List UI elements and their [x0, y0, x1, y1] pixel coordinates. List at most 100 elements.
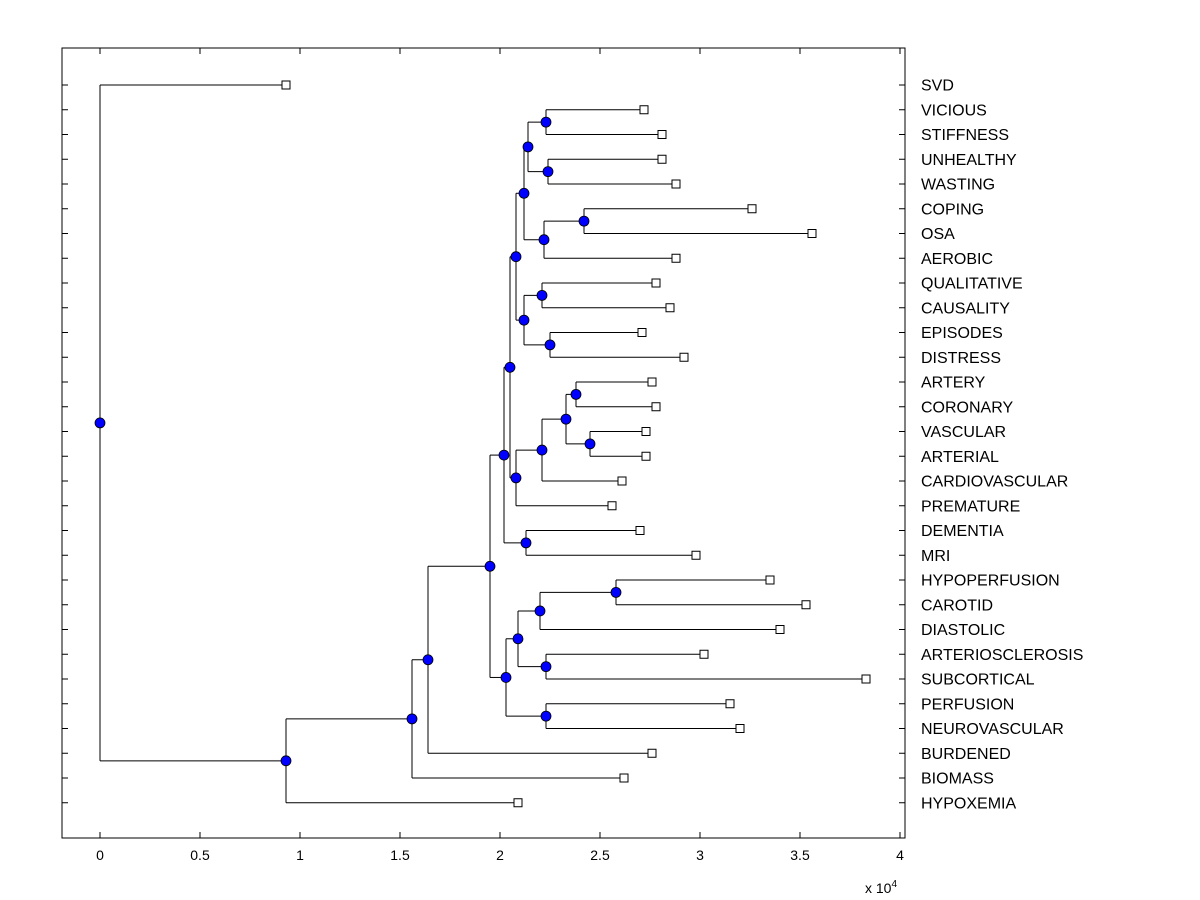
plot-frame: [61, 47, 906, 839]
x-tick-label: 1.5: [390, 847, 410, 863]
hollow-square-icon: [765, 575, 775, 585]
hollow-square-icon: [671, 179, 681, 189]
filled-circle-icon: [538, 234, 550, 246]
hollow-square-icon: [747, 204, 757, 214]
leaf-label: HYPOXEMIA: [921, 795, 1016, 812]
x-tick-label: 2.5: [590, 847, 610, 863]
leaf-label: CAUSALITY: [921, 300, 1010, 317]
filled-circle-icon: [534, 605, 546, 617]
filled-circle-icon: [498, 449, 510, 461]
leaf-label: DISTRESS: [921, 350, 1001, 367]
hollow-square-icon: [775, 625, 785, 634]
leaf-label: OSA: [921, 226, 955, 243]
hollow-square-icon: [657, 130, 667, 139]
leaf-label: MRI: [921, 548, 950, 565]
filled-circle-icon: [578, 215, 590, 227]
leaf-markers: [281, 80, 871, 808]
leaf-label: BIOMASS: [921, 771, 994, 788]
filled-circle-icon: [540, 710, 552, 722]
filled-circle-icon: [522, 141, 534, 153]
filled-circle-icon: [94, 417, 106, 429]
filled-circle-icon: [542, 166, 554, 178]
hollow-square-icon: [647, 748, 657, 758]
hollow-square-icon: [637, 328, 647, 337]
hollow-square-icon: [619, 773, 629, 783]
filled-circle-icon: [540, 116, 552, 128]
hollow-square-icon: [691, 550, 701, 560]
filled-circle-icon: [422, 654, 434, 666]
leaf-label: EPISODES: [921, 325, 1003, 342]
filled-circle-icon: [518, 187, 530, 199]
hollow-square-icon: [281, 80, 291, 90]
leaf-label: NEUROVASCULAR: [921, 721, 1064, 738]
leaf-label: STIFFNESS: [921, 127, 1009, 144]
x-axis-ticks: 0 0.5 1 1.5 2 2.5 3 3.5 4: [96, 48, 904, 863]
hollow-square-icon: [679, 352, 689, 362]
hollow-square-icon: [641, 451, 651, 461]
hollow-square-icon: [635, 526, 645, 535]
filled-circle-icon: [536, 289, 548, 301]
leaf-label: ARTERIOSCLEROSIS: [921, 647, 1083, 664]
leaf-label: DIASTOLIC: [921, 622, 1005, 639]
leaf-label: ARTERY: [921, 375, 986, 392]
x-tick-label: 3: [696, 847, 704, 863]
leaf-label: PERFUSION: [921, 696, 1014, 713]
filled-circle-icon: [510, 251, 522, 263]
x-tick-label: 2: [496, 847, 504, 863]
hollow-square-icon: [647, 377, 657, 387]
leaf-label: AEROBIC: [921, 251, 993, 268]
hollow-square-icon: [607, 501, 617, 511]
leaf-label: ARTERIAL: [921, 449, 999, 466]
x-axis-multiplier: x 104: [865, 879, 897, 896]
leaf-label: SVD: [921, 78, 954, 95]
hollow-square-icon: [651, 402, 661, 412]
filled-circle-icon: [518, 314, 530, 326]
leaf-labels: SVD VICIOUS STIFFNESS UNHEALTHY WASTING COPIN…: [921, 78, 1083, 813]
hollow-square-icon: [657, 154, 667, 164]
leaf-label: SUBCORTICAL: [921, 672, 1035, 689]
leaf-label: VASCULAR: [921, 424, 1006, 441]
hollow-square-icon: [699, 649, 709, 659]
leaf-label: QUALITATIVE: [921, 276, 1023, 293]
hollow-square-icon: [513, 798, 523, 808]
leaf-label: BURDENED: [921, 746, 1011, 763]
x-tick-label: 4: [896, 847, 904, 863]
filled-circle-icon: [484, 560, 496, 572]
filled-circle-icon: [512, 633, 524, 645]
y-axis-ticks: [62, 84, 905, 804]
x-tick-label: 1: [296, 847, 304, 863]
hollow-square-icon: [725, 699, 735, 709]
leaf-label: CARDIOVASCULAR: [921, 474, 1068, 491]
filled-circle-icon: [536, 444, 548, 456]
filled-circle-icon: [500, 672, 512, 683]
hollow-square-icon: [735, 724, 745, 733]
hollow-square-icon: [641, 427, 651, 436]
leaf-label: PREMATURE: [921, 498, 1020, 515]
leaf-label: WASTING: [921, 177, 995, 194]
hollow-square-icon: [651, 278, 661, 288]
filled-circle-icon: [540, 661, 552, 673]
filled-circle-icon: [570, 388, 582, 400]
leaf-label: COPING: [921, 201, 984, 218]
filled-circle-icon: [504, 361, 516, 373]
x-tick-label: 0.5: [190, 847, 210, 863]
merge-node-markers: [94, 116, 622, 767]
filled-circle-icon: [520, 537, 532, 549]
hollow-square-icon: [801, 600, 811, 610]
hollow-square-icon: [807, 229, 817, 238]
hollow-square-icon: [665, 303, 675, 313]
filled-circle-icon: [280, 755, 292, 767]
leaf-label: CORONARY: [921, 399, 1013, 416]
filled-circle-icon: [584, 438, 596, 450]
leaf-label: HYPOPERFUSION: [921, 573, 1060, 590]
leaf-label: CAROTID: [921, 597, 993, 614]
filled-circle-icon: [610, 586, 622, 598]
leaf-label: VICIOUS: [921, 102, 987, 119]
hollow-square-icon: [671, 253, 681, 263]
x-tick-label: 3.5: [790, 847, 810, 863]
x-tick-label: 0: [96, 847, 104, 863]
hollow-square-icon: [639, 105, 649, 115]
filled-circle-icon: [510, 472, 522, 484]
filled-circle-icon: [544, 339, 556, 351]
